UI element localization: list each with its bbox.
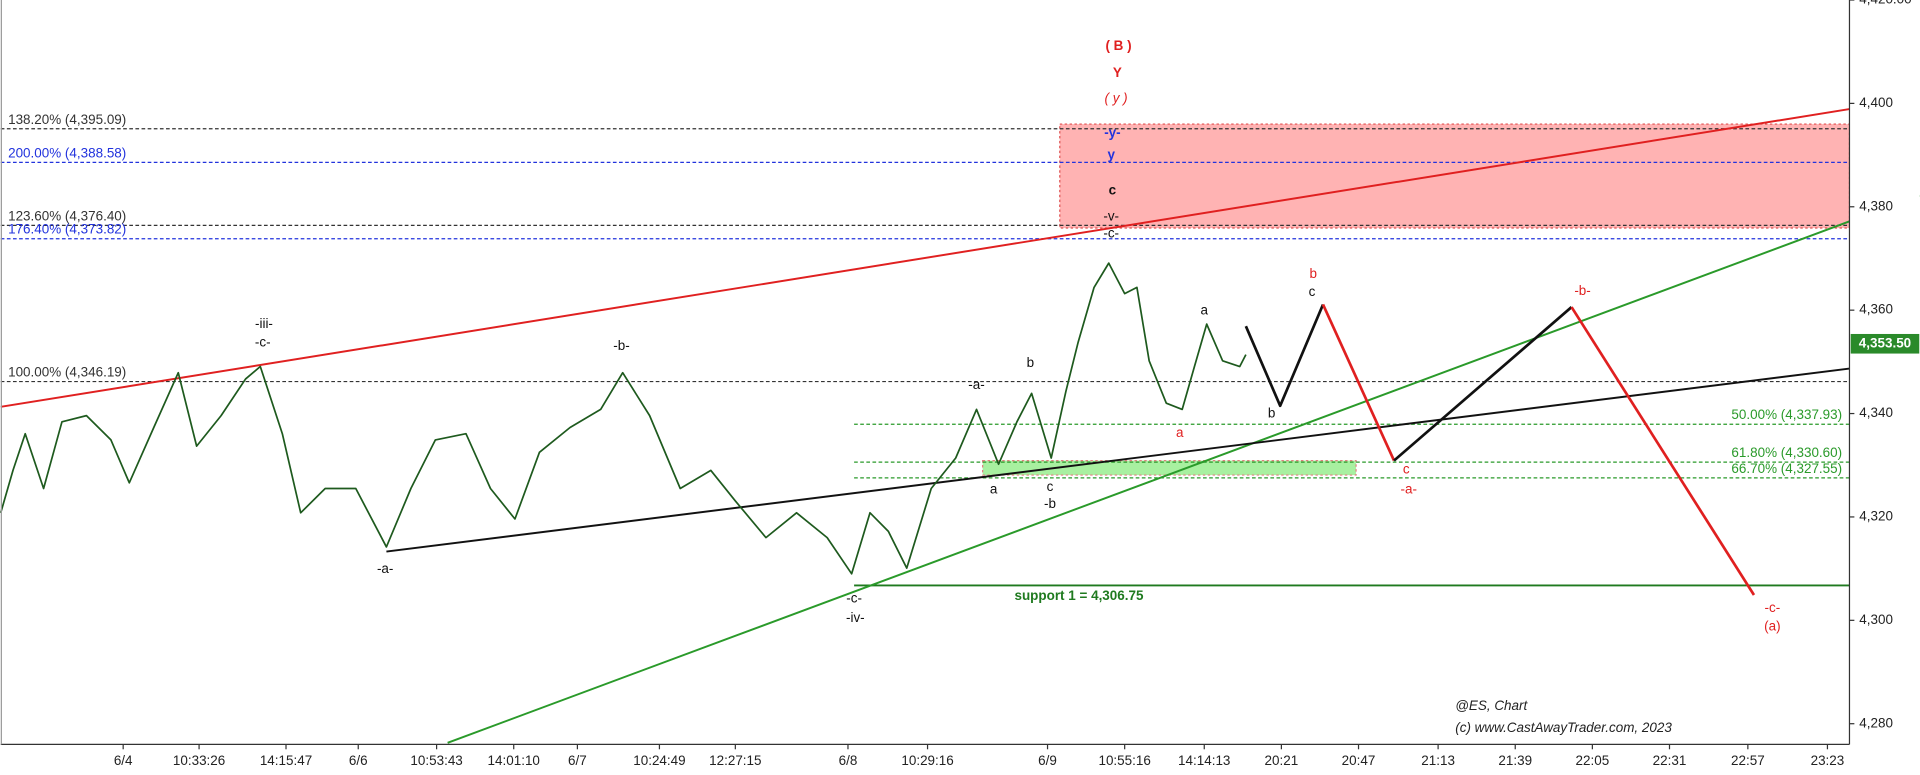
y-tick-label: 4,360 xyxy=(1859,302,1893,317)
fib-label: 123.60% (4,376.40) xyxy=(8,208,126,223)
fib-label: 176.40% (4,373.82) xyxy=(8,222,126,237)
x-tick-label: 10:33:26 xyxy=(173,753,225,768)
wave-label: -b- xyxy=(613,338,629,353)
fib-label: 200.00% (4,388.58) xyxy=(8,145,126,160)
fib-label: 61.80% (4,330.60) xyxy=(1731,445,1842,460)
wave-label: -a- xyxy=(968,377,984,392)
wave-label: c xyxy=(1109,183,1117,198)
wave-label: ( B ) xyxy=(1105,38,1131,53)
wave-label: -a- xyxy=(377,561,393,576)
trend-line xyxy=(0,108,1850,408)
price-line xyxy=(0,262,1247,575)
x-tick-label: 22:57 xyxy=(1731,753,1765,768)
fib-label: 66.70% (4,327.55) xyxy=(1731,461,1842,476)
x-tick-label: 10:55:16 xyxy=(1098,753,1150,768)
wave-label: -c- xyxy=(1764,600,1780,615)
wave-label: -y- xyxy=(1104,125,1120,140)
trend-line xyxy=(386,367,1850,553)
x-tick-label: 21:39 xyxy=(1498,753,1532,768)
projection-line xyxy=(1321,303,1396,462)
wave-label: -b- xyxy=(1574,283,1590,298)
x-tick-label: 12:27:15 xyxy=(709,753,761,768)
wave-label: c xyxy=(1309,284,1316,299)
wave-label: y xyxy=(1107,147,1115,162)
last-price-tag xyxy=(1850,333,1920,354)
support-label: support 1 = 4,306.75 xyxy=(1014,588,1144,603)
wave-label: (a) xyxy=(1764,618,1780,633)
x-tick-label: 14:01:10 xyxy=(488,753,540,768)
x-tick-label: 10:29:16 xyxy=(901,753,953,768)
wave-label: b xyxy=(1027,355,1034,370)
fib-label: 138.20% (4,395.09) xyxy=(8,112,126,127)
y-tick-label: 4,400 xyxy=(1859,95,1893,110)
last-price-label: 4,353.50 xyxy=(1859,335,1911,350)
x-tick-label: 6/4 xyxy=(114,753,133,768)
watermark: (c) www.CastAwayTrader.com, 2023 xyxy=(1455,720,1672,735)
wave-label: c xyxy=(1047,479,1054,494)
projection-line xyxy=(1393,306,1573,462)
fib-label: 50.00% (4,337.93) xyxy=(1731,407,1842,422)
wave-label: b xyxy=(1268,405,1275,420)
projection-line xyxy=(1570,306,1756,596)
wave-label: -c- xyxy=(1103,225,1119,240)
x-tick-label: 21:13 xyxy=(1421,753,1455,768)
y-tick-label: 4,320 xyxy=(1859,509,1893,524)
x-tick-label: 14:15:47 xyxy=(260,753,312,768)
wave-label: c xyxy=(1403,462,1410,477)
x-tick-label: 6/8 xyxy=(839,753,858,768)
x-tick-label: 22:05 xyxy=(1576,753,1610,768)
zone xyxy=(1059,123,1851,229)
x-tick-label: 10:53:43 xyxy=(410,753,462,768)
y-tick-label: 4,300 xyxy=(1859,612,1893,627)
zone xyxy=(982,459,1357,476)
wave-label: -a- xyxy=(1400,481,1416,496)
x-tick-label: 23:23 xyxy=(1811,753,1845,768)
watermark: @ES, Chart xyxy=(1455,698,1528,713)
wave-label: -iii- xyxy=(255,316,273,331)
wave-label: -iv- xyxy=(846,610,865,625)
x-tick-label: 6/6 xyxy=(349,753,368,768)
axis-mask xyxy=(1849,0,1920,775)
wave-label: -b xyxy=(1044,496,1056,511)
x-tick-label: 20:21 xyxy=(1265,753,1299,768)
x-tick-label: 10:24:49 xyxy=(633,753,685,768)
y-tick-label: 4,340 xyxy=(1859,405,1893,420)
trend-line xyxy=(447,194,1920,744)
y-tick-label: 4,280 xyxy=(1859,715,1893,730)
x-tick-label: 14:14:13 xyxy=(1178,753,1230,768)
wave-label: ( y ) xyxy=(1105,91,1128,106)
x-tick-label: 20:47 xyxy=(1342,753,1376,768)
wave-label: b xyxy=(1309,266,1316,281)
wave-label: Y xyxy=(1113,65,1122,80)
wave-label: -v- xyxy=(1103,208,1119,223)
x-tick-label: 6/7 xyxy=(568,753,587,768)
wave-label: a xyxy=(990,481,998,496)
wave-label: -c- xyxy=(255,334,271,349)
axis-mask xyxy=(0,744,1920,775)
wave-label: a xyxy=(1201,303,1209,318)
wave-label: -c- xyxy=(846,590,862,605)
y-tick-label: 4,420.00 xyxy=(1859,0,1911,7)
x-tick-label: 22:31 xyxy=(1653,753,1687,768)
fib-label: 100.00% (4,346.19) xyxy=(8,365,126,380)
x-tick-label: 6/9 xyxy=(1038,753,1057,768)
y-tick-label: 4,380 xyxy=(1859,198,1893,213)
wave-label: a xyxy=(1176,425,1184,440)
projection-line xyxy=(1244,303,1325,408)
